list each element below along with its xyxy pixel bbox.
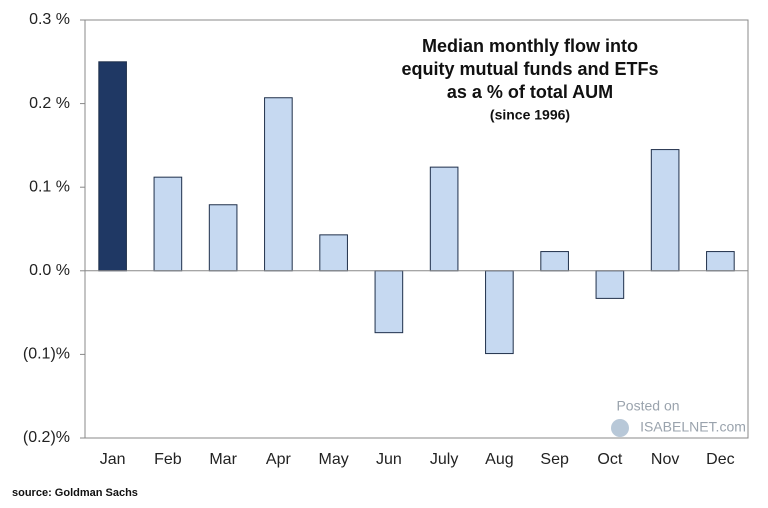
x-tick-label: Sep: [540, 451, 569, 468]
x-tick-label: Nov: [651, 451, 679, 468]
y-tick-label: 0.1 %: [29, 178, 70, 195]
y-tick-label: 0.0 %: [29, 262, 70, 279]
plot-frame: [84, 19, 749, 439]
watermark: ISABELNET.com: [640, 419, 746, 435]
bar: [319, 234, 348, 272]
watermark: Posted on: [616, 398, 679, 414]
bar: [374, 270, 404, 334]
chart-title: equity mutual funds and ETFs: [401, 59, 658, 79]
y-tick-label: (0.1)%: [23, 346, 70, 363]
x-tick-label: May: [319, 451, 349, 468]
bar: [650, 149, 680, 272]
x-tick-label: July: [430, 451, 458, 468]
x-tick-label: Jan: [100, 451, 126, 468]
bar: [264, 97, 293, 272]
bar: [595, 270, 625, 299]
y-tick-label: 0.3 %: [29, 11, 70, 28]
bar: [540, 251, 569, 272]
watermark-logo: [611, 419, 629, 437]
bar: [485, 270, 514, 355]
chart-subtitle: (since 1996): [490, 107, 570, 123]
bar: [98, 61, 127, 272]
bar: [208, 204, 238, 272]
x-tick-label: Oct: [597, 451, 622, 468]
bar: [429, 166, 459, 272]
source: source: Goldman Sachs: [12, 487, 138, 499]
y-tick-label: 0.2 %: [29, 95, 70, 112]
x-tick-label: Mar: [209, 451, 237, 468]
chart-title: Median monthly flow into: [422, 36, 638, 56]
bar: [153, 176, 183, 272]
y-tick-label: (0.2)%: [23, 429, 70, 446]
x-tick-label: Aug: [485, 451, 513, 468]
x-tick-label: Jun: [376, 451, 402, 468]
x-tick-label: Dec: [706, 451, 734, 468]
x-tick-label: Apr: [266, 451, 292, 468]
chart-title: as a % of total AUM: [447, 82, 613, 102]
bar: [706, 251, 735, 272]
x-tick-label: Feb: [154, 451, 182, 468]
